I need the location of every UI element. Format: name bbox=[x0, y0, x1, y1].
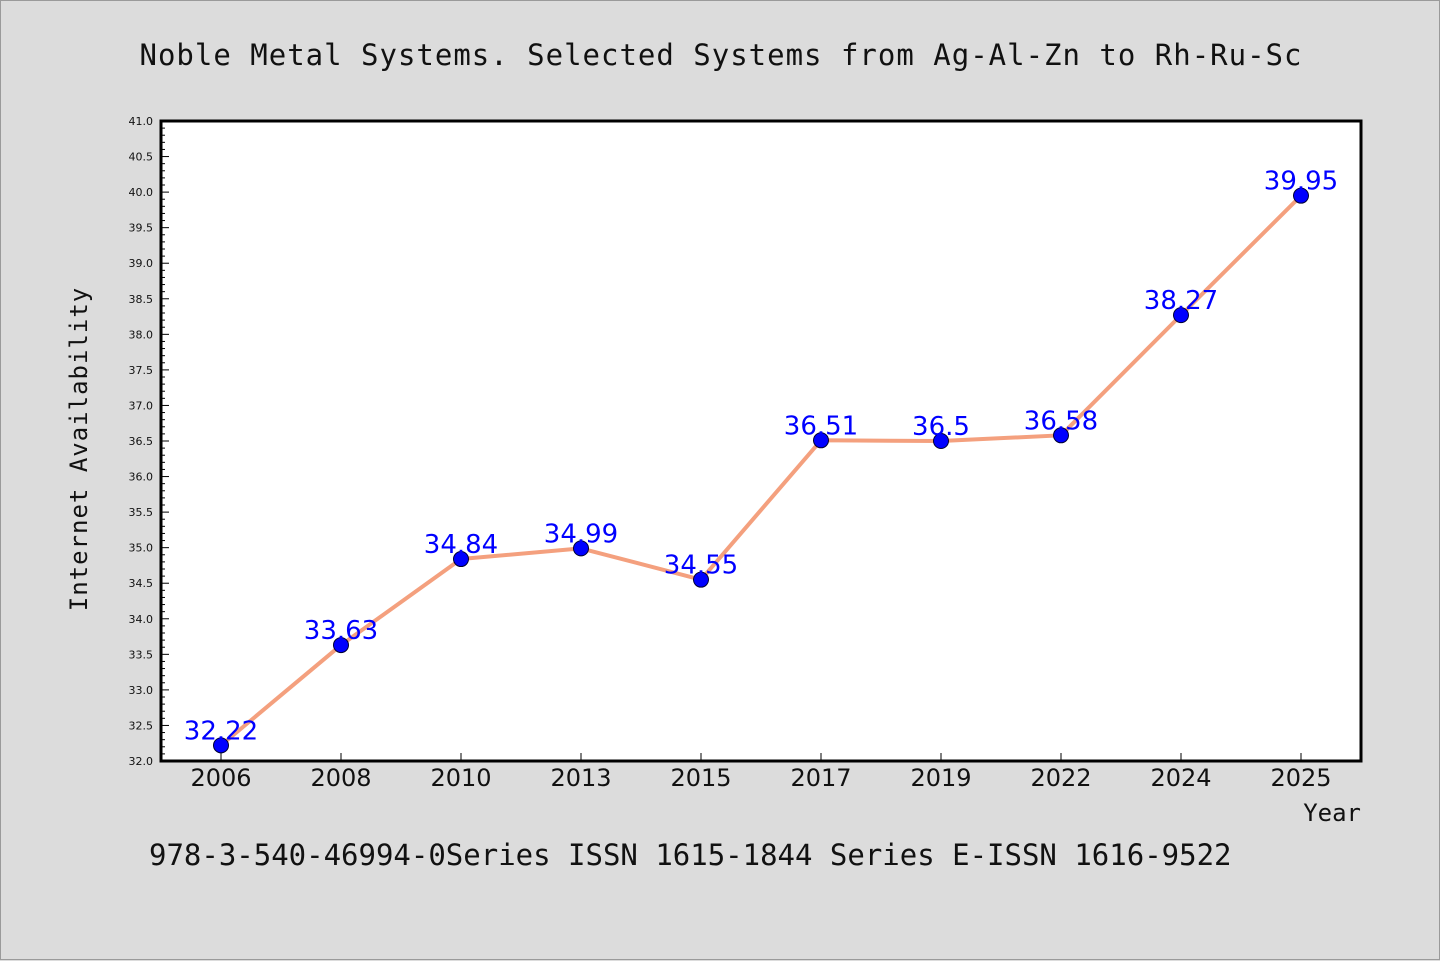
y-tick-label: 36.5 bbox=[129, 435, 154, 448]
footer-text: 978-3-540-46994-0Series ISSN 1615-1844 S… bbox=[149, 838, 1232, 872]
data-point-marker bbox=[453, 551, 469, 568]
data-label: 38.27 bbox=[1144, 286, 1218, 316]
y-tick-label: 39.0 bbox=[129, 257, 154, 270]
data-label: 34.55 bbox=[664, 551, 738, 581]
data-point-marker bbox=[333, 637, 349, 654]
y-tick-label: 40.5 bbox=[129, 151, 154, 164]
data-label: 34.84 bbox=[424, 530, 498, 560]
data-label: 32.22 bbox=[184, 716, 258, 746]
x-tick-label: 2010 bbox=[430, 764, 491, 792]
y-tick-label: 32.5 bbox=[129, 719, 154, 732]
data-point-marker bbox=[1053, 427, 1069, 444]
y-axis-label: Internet Availability bbox=[65, 287, 93, 611]
y-tick-label: 41.0 bbox=[129, 115, 154, 128]
y-tick-label: 38.0 bbox=[129, 328, 154, 341]
data-label: 34.99 bbox=[544, 519, 618, 549]
x-tick-label: 2015 bbox=[670, 764, 731, 792]
data-label: 36.58 bbox=[1024, 406, 1098, 436]
x-tick-label: 2019 bbox=[910, 764, 971, 792]
y-tick-label: 34.0 bbox=[129, 613, 154, 626]
series-line bbox=[219, 193, 1303, 748]
y-tick-label: 39.5 bbox=[129, 222, 154, 235]
x-tick-label: 2008 bbox=[310, 764, 371, 792]
x-tick-label: 2006 bbox=[190, 764, 251, 792]
y-tick-label: 36.0 bbox=[129, 471, 154, 484]
data-label: 33.63 bbox=[304, 616, 378, 646]
x-axis-ticks: 2006 2008 2010 2013 2015 2017 2019 2022 2024 2025 bbox=[190, 753, 1332, 792]
y-tick-label: 34.5 bbox=[129, 577, 154, 590]
y-tick-label: 33.0 bbox=[129, 684, 154, 697]
plot-border bbox=[159, 119, 1363, 763]
data-label: 36.51 bbox=[784, 411, 858, 441]
data-point-marker bbox=[933, 433, 949, 449]
data-point-marker bbox=[813, 432, 829, 449]
plot-area bbox=[161, 121, 1361, 761]
x-tick-label: 2025 bbox=[1270, 764, 1331, 792]
y-tick-label: 37.5 bbox=[129, 364, 154, 377]
x-axis-label: Year bbox=[1303, 799, 1361, 827]
x-tick-label: 2013 bbox=[550, 764, 611, 792]
data-label: 36.5 bbox=[912, 412, 970, 442]
x-tick-label: 2022 bbox=[1030, 764, 1091, 792]
y-tick-label: 40.0 bbox=[129, 186, 154, 199]
x-tick-label: 2024 bbox=[1150, 764, 1211, 792]
y-tick-label: 37.0 bbox=[129, 399, 154, 412]
data-point-marker bbox=[1173, 307, 1189, 324]
series-layer: 32.22 33.63 34.84 34.99 34.55 36.51 36.5 36.58 3… bbox=[184, 167, 1338, 754]
y-tick-label: 33.5 bbox=[129, 648, 154, 661]
x-tick-label: 2017 bbox=[790, 764, 851, 792]
data-point-marker bbox=[573, 540, 589, 557]
data-point-marker bbox=[1293, 187, 1309, 204]
chart-title: Noble Metal Systems. Selected Systems fr… bbox=[140, 38, 1303, 72]
y-tick-label: 38.5 bbox=[129, 293, 154, 306]
y-tick-label: 35.5 bbox=[129, 506, 154, 519]
data-point-marker bbox=[213, 737, 229, 754]
data-label: 39.95 bbox=[1264, 167, 1338, 197]
y-tick-label: 32.0 bbox=[129, 755, 154, 768]
y-tick-label: 35.0 bbox=[129, 542, 154, 555]
data-point-marker bbox=[693, 571, 709, 588]
